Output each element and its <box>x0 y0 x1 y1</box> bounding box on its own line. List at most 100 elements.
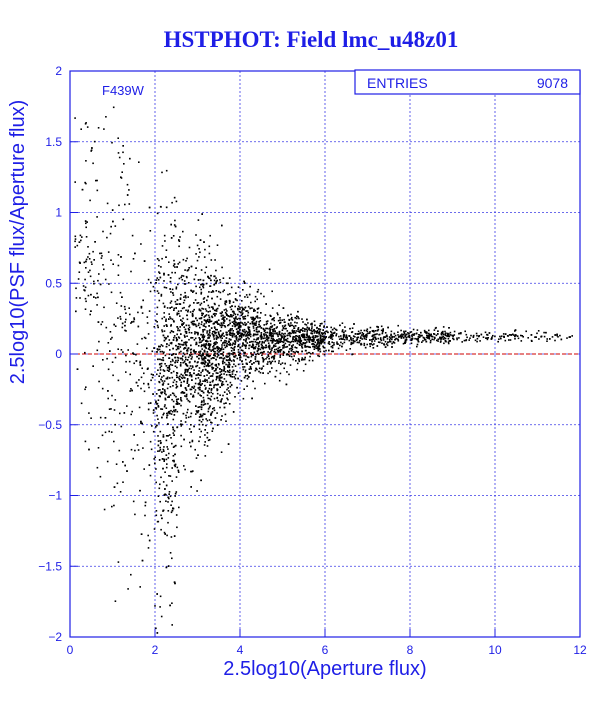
scatter-point <box>160 528 162 531</box>
scatter-point <box>176 326 179 328</box>
scatter-point <box>557 336 559 338</box>
scatter-point <box>165 407 168 409</box>
scatter-point <box>305 336 307 339</box>
scatter-point <box>176 526 178 529</box>
scatter-point <box>308 359 311 362</box>
scatter-point <box>314 330 316 332</box>
scatter-point <box>410 342 413 345</box>
scatter-point <box>220 370 223 373</box>
scatter-point <box>233 320 235 323</box>
scatter-point <box>298 339 300 341</box>
scatter-point <box>249 332 251 334</box>
scatter-point <box>169 394 172 396</box>
scatter-point <box>220 419 222 421</box>
scatter-point <box>231 376 234 378</box>
scatter-point <box>148 386 150 389</box>
scatter-point <box>245 344 247 347</box>
scatter-point <box>261 341 264 344</box>
scatter-point <box>207 314 210 317</box>
scatter-point <box>208 325 210 327</box>
scatter-point <box>231 325 234 327</box>
scatter-point <box>119 412 121 415</box>
scatter-point <box>199 251 201 254</box>
scatter-point <box>93 140 96 143</box>
scatter-point <box>174 410 176 413</box>
scatter-point <box>171 500 173 503</box>
scatter-point <box>247 311 250 314</box>
scatter-point <box>368 332 371 334</box>
scatter-point <box>525 330 527 333</box>
scatter-point <box>234 356 236 358</box>
scatter-point <box>172 428 175 431</box>
scatter-point <box>184 387 187 389</box>
scatter-point <box>268 346 271 348</box>
scatter-point <box>384 336 386 338</box>
scatter-point <box>250 301 252 304</box>
scatter-point <box>239 308 241 310</box>
scatter-point <box>183 306 185 309</box>
scatter-point <box>222 316 224 319</box>
scatter-point <box>178 277 181 280</box>
scatter-point <box>277 342 280 345</box>
scatter-point <box>265 344 267 347</box>
scatter-point <box>104 417 107 419</box>
scatter-point <box>178 337 181 339</box>
scatter-point <box>213 330 215 333</box>
scatter-point <box>209 381 211 384</box>
scatter-point <box>229 329 231 331</box>
scatter-point <box>184 370 187 372</box>
scatter-point <box>211 430 214 432</box>
scatter-point <box>397 334 399 336</box>
scatter-point <box>215 328 217 331</box>
scatter-point <box>228 390 230 392</box>
scatter-point <box>175 344 177 347</box>
scatter-point <box>150 379 152 382</box>
scatter-point <box>258 345 260 347</box>
scatter-point <box>268 268 271 271</box>
scatter-point <box>129 390 131 392</box>
scatter-point <box>245 345 247 347</box>
scatter-point <box>215 378 218 381</box>
scatter-point <box>206 445 209 447</box>
scatter-point <box>196 319 198 322</box>
scatter-point <box>260 338 263 340</box>
scatter-point <box>446 333 449 336</box>
scatter-point <box>287 353 290 356</box>
scatter-point <box>216 366 219 369</box>
scatter-point <box>202 331 204 333</box>
scatter-point <box>96 292 98 295</box>
scatter-point <box>171 288 174 291</box>
scatter-point <box>203 403 206 406</box>
scatter-point <box>261 352 264 354</box>
scatter-point <box>176 338 178 341</box>
scatter-point <box>182 352 185 354</box>
scatter-point <box>278 349 280 352</box>
scatter-point <box>504 333 507 335</box>
scatter-point <box>85 236 88 238</box>
scatter-point <box>186 318 189 321</box>
scatter-point <box>163 450 165 452</box>
scatter-point <box>243 308 245 311</box>
scatter-point <box>198 357 200 360</box>
scatter-point <box>179 375 181 378</box>
scatter-point <box>276 342 278 344</box>
scatter-point <box>184 377 186 379</box>
scatter-point <box>387 326 389 329</box>
scatter-point <box>201 340 203 342</box>
scatter-point <box>191 440 194 443</box>
scatter-point <box>129 157 131 160</box>
scatter-point <box>233 360 235 362</box>
scatter-point <box>292 338 294 340</box>
scatter-point <box>171 480 173 482</box>
scatter-point <box>202 369 204 371</box>
scatter-point <box>172 418 175 421</box>
scatter-point <box>253 309 255 311</box>
scatter-point <box>249 344 251 347</box>
scatter-point <box>296 322 298 324</box>
scatter-point <box>126 470 128 472</box>
scatter-point <box>201 362 203 365</box>
scatter-point <box>84 351 86 354</box>
scatter-point <box>229 334 232 336</box>
scatter-point <box>162 448 165 451</box>
scatter-point <box>208 277 210 279</box>
